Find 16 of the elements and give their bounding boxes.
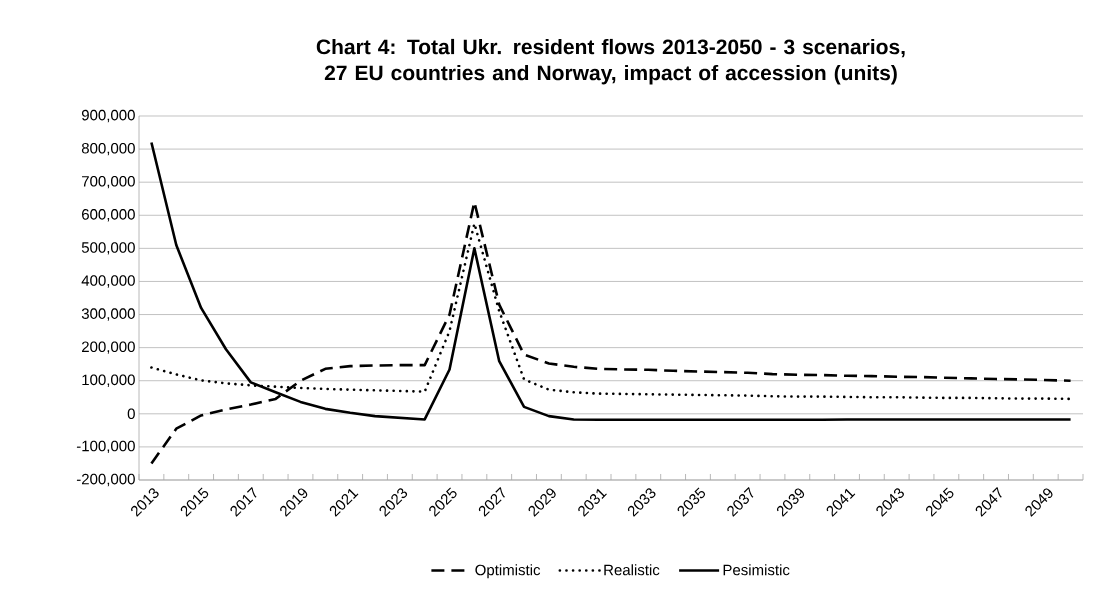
y-tick-label: 500,000 bbox=[81, 242, 135, 255]
y-tick-label: 0 bbox=[127, 408, 135, 420]
y-tick-label: 600,000 bbox=[82, 209, 135, 222]
legend-label: Realistic bbox=[604, 564, 660, 576]
y-tick-label: 400,000 bbox=[81, 275, 135, 288]
y-tick-label: 800,000 bbox=[81, 142, 135, 156]
legend-label: Optimistic bbox=[475, 564, 541, 579]
y-tick-label: 700,000 bbox=[82, 175, 135, 189]
y-tick-label: -100,000 bbox=[76, 440, 135, 454]
y-tick-label: 200,000 bbox=[82, 341, 135, 354]
y-tick-label: -200,000 bbox=[76, 473, 135, 487]
y-tick-label: 300,000 bbox=[81, 308, 135, 321]
y-tick-label: 100,000 bbox=[82, 374, 135, 387]
chart-title: Chart 4: Total Ukr. resident flows 2013-2050 - 3 scenarios, 27 EU countries and Norway, impact of accession (units) bbox=[316, 38, 905, 85]
y-tick-label: 900,000 bbox=[81, 109, 135, 123]
legend-label: Pesimistic bbox=[723, 564, 790, 576]
